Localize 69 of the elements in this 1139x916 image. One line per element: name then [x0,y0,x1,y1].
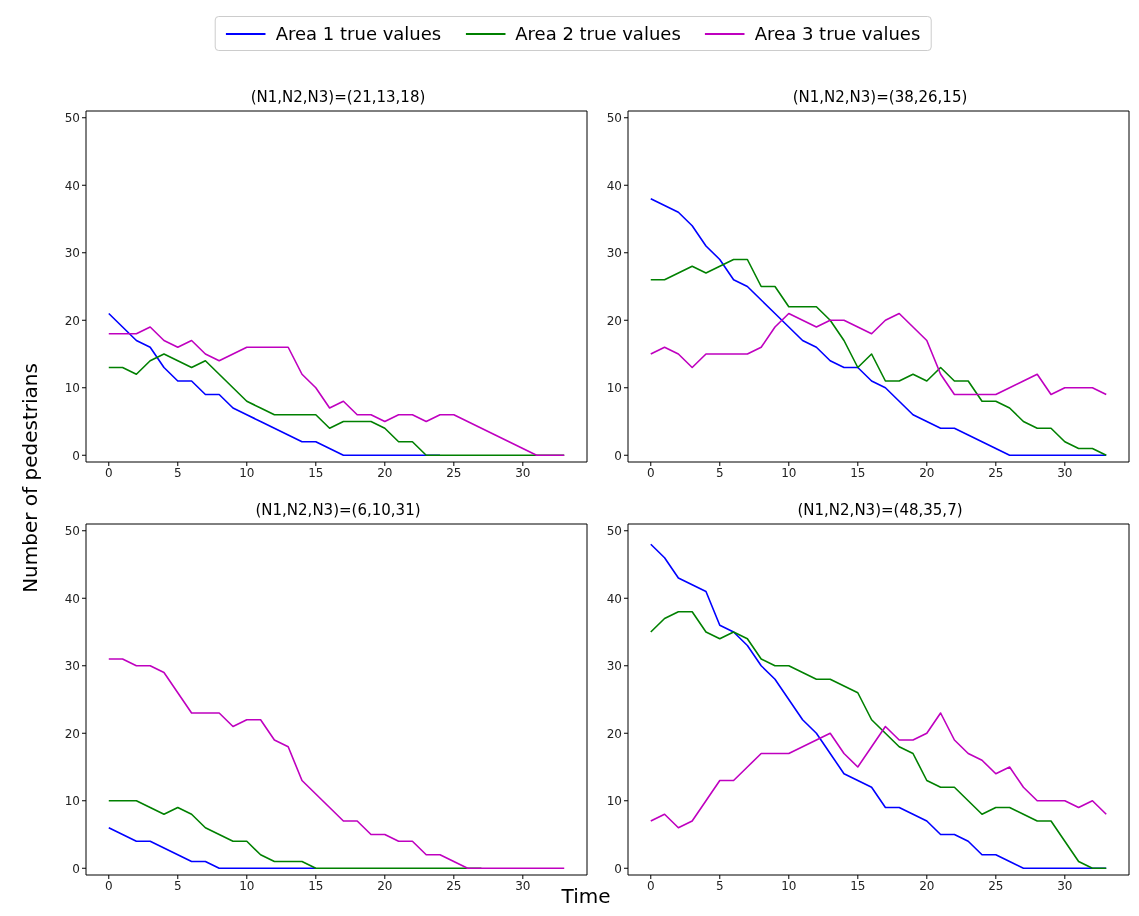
x-tick-label: 20 [919,465,935,480]
chart-title: (N1,N2,N3)=(6,10,31) [254,501,422,519]
legend-label: Area 3 true values [754,23,921,44]
x-tick-label: 10 [239,878,255,893]
x-tick-label: 25 [446,878,462,893]
line-series [649,258,1108,457]
y-axis-title: Number of pedestrians [18,363,42,593]
y-tick-label: 30 [606,246,622,261]
x-tick-label: 0 [104,465,113,480]
y-tick-label: 30 [64,246,80,261]
x-tick-label: 5 [173,465,182,480]
chart-title: (N1,N2,N3)=(48,35,7) [796,501,964,519]
x-tick-label: 15 [850,465,866,480]
x-tick-label: 20 [377,878,393,893]
x-tick-label: 25 [446,465,462,480]
x-tick-label: 25 [988,465,1004,480]
y-tick-label: 0 [614,448,622,463]
x-tick-label: 20 [377,465,393,480]
y-tick-label: 0 [72,448,80,463]
line-series [649,610,1108,870]
y-tick-label: 10 [606,794,622,809]
chart-title: (N1,N2,N3)=(21,13,18) [249,88,427,106]
y-tick-label: 20 [64,726,80,741]
legend-label: Area 1 true values [275,23,442,44]
y-tick-label: 40 [64,178,80,193]
y-tick-label: 20 [64,313,80,328]
x-tick-label: 0 [104,878,113,893]
line-series [107,658,566,870]
x-tick-label: 15 [308,878,324,893]
x-tick-label: 5 [173,878,182,893]
x-tick-label: 20 [919,878,935,893]
x-tick-label: 15 [850,878,866,893]
y-tick-label: 0 [72,861,80,876]
x-tick-label: 30 [1057,465,1073,480]
x-tick-label: 0 [646,465,655,480]
y-tick-label: 40 [606,591,622,606]
y-tick-label: 50 [64,111,80,126]
y-tick-label: 0 [614,861,622,876]
x-tick-label: 5 [715,465,724,480]
y-tick-label: 50 [64,524,80,539]
x-tick-label: 30 [515,465,531,480]
line-series [107,826,317,870]
y-tick-label: 50 [606,111,622,126]
y-tick-label: 50 [606,524,622,539]
x-axis-title: Time [561,884,611,908]
x-tick-label: 5 [715,878,724,893]
legend-label: Area 2 true values [515,23,681,44]
x-tick-label: 10 [239,465,255,480]
x-tick-label: 10 [781,878,797,893]
x-tick-label: 15 [308,465,324,480]
y-tick-label: 30 [606,659,622,674]
x-tick-label: 0 [646,878,655,893]
line-series [649,312,1108,396]
y-tick-label: 40 [64,591,80,606]
line-series [649,712,1108,829]
y-tick-label: 30 [64,659,80,674]
x-tick-label: 30 [515,878,531,893]
x-tick-label: 25 [988,878,1004,893]
y-tick-label: 40 [606,178,622,193]
line-series [107,326,566,457]
x-tick-label: 10 [781,465,797,480]
line-series [649,197,1108,457]
y-tick-label: 10 [64,381,80,396]
y-tick-label: 20 [606,726,622,741]
y-tick-label: 10 [606,381,622,396]
y-tick-label: 10 [64,794,80,809]
chart-title: (N1,N2,N3)=(38,26,15) [791,88,969,106]
y-tick-label: 20 [606,313,622,328]
x-tick-label: 30 [1057,878,1073,893]
